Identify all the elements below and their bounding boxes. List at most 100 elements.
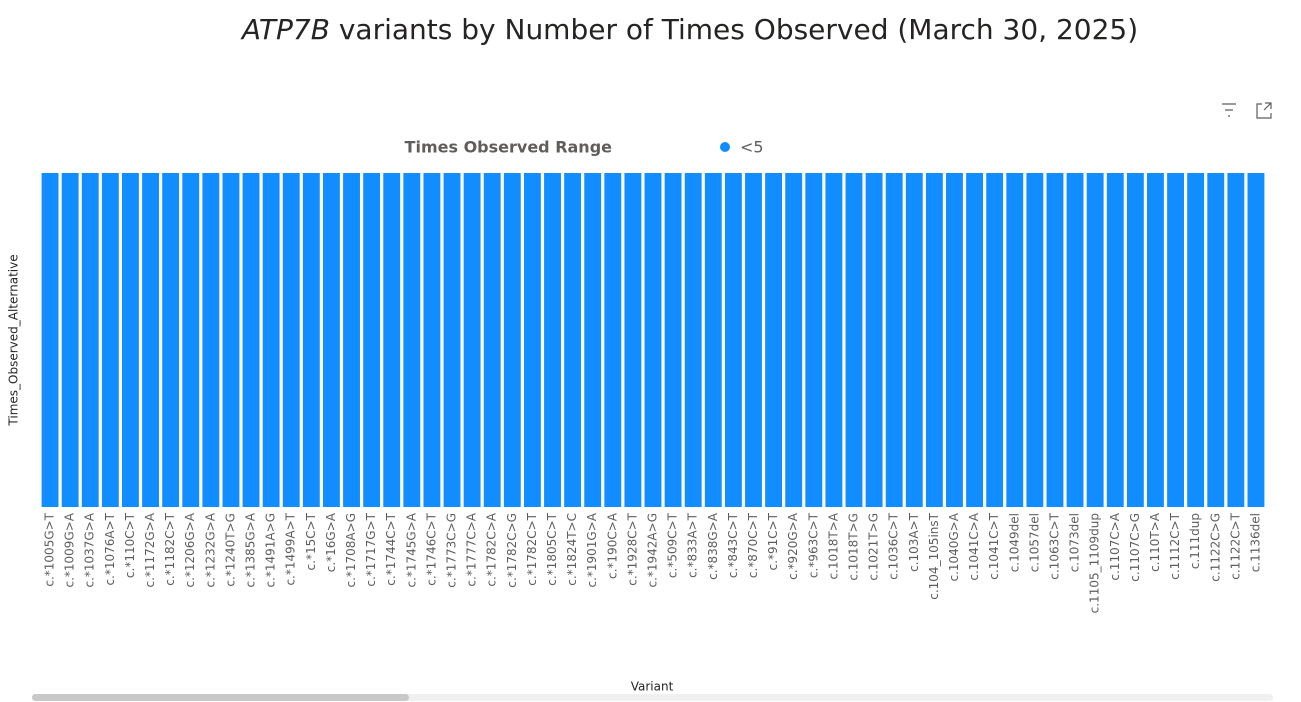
x-tick-label: c.1049del xyxy=(1007,513,1021,572)
x-tick-label: c.*1005G>T xyxy=(43,512,57,586)
bar xyxy=(443,173,461,507)
bar xyxy=(704,173,722,507)
bar xyxy=(81,173,99,507)
bar xyxy=(302,173,320,507)
x-tick-label: c.1018T>A xyxy=(826,512,840,579)
bar xyxy=(383,173,401,507)
x-tick-label: c.*1385G>A xyxy=(244,512,258,587)
x-tick-label: c.1018T>G xyxy=(846,513,860,581)
filter-icon[interactable] xyxy=(1222,103,1236,117)
bar xyxy=(162,173,180,507)
focus-icon[interactable] xyxy=(1256,102,1272,119)
bar xyxy=(946,173,963,507)
bar xyxy=(966,173,984,507)
x-tick-label: c.*1901G>A xyxy=(585,512,599,587)
bar xyxy=(905,173,923,507)
x-tick-label: c.*1708A>G xyxy=(344,513,358,588)
x-tick-label: c.*843C>T xyxy=(726,512,740,578)
x-tick-label: c.*509C>T xyxy=(666,512,680,578)
x-tick-label: c.1112C>T xyxy=(1168,512,1182,579)
x-tick-label: c.1041C>A xyxy=(967,512,981,580)
legend-title: Times Observed Range xyxy=(405,138,613,157)
x-tick-label: c.1040G>A xyxy=(947,512,961,581)
x-tick-label: c.*1782C>A xyxy=(485,512,499,586)
x-tick-label: c.*1182C>T xyxy=(163,512,177,585)
bar xyxy=(765,173,783,507)
x-tick-label: c.1063C>T xyxy=(1047,512,1061,579)
x-tick-label: c.1122C>T xyxy=(1228,512,1242,579)
bar xyxy=(363,173,381,507)
bar xyxy=(61,173,79,507)
bar xyxy=(624,173,642,507)
x-tick-label: c.1107C>G xyxy=(1128,513,1142,582)
x-tick-label: c.104_105insT xyxy=(927,512,941,599)
bar xyxy=(1147,173,1164,507)
bar xyxy=(101,173,119,507)
x-tick-label: c.*838G>A xyxy=(706,512,720,580)
x-tick-label: c.1041C>T xyxy=(987,512,1001,579)
x-tick-label: c.*1942A>G xyxy=(646,513,660,588)
title-gene: ATP7B xyxy=(240,13,330,46)
x-tick-label: c.*963C>T xyxy=(806,512,820,578)
bar xyxy=(1187,173,1205,507)
x-tick-label: c.*1172G>A xyxy=(143,512,157,587)
scrollbar-thumb[interactable] xyxy=(32,694,409,701)
bar xyxy=(1247,173,1265,507)
x-tick-label: c.*16G>A xyxy=(324,512,338,572)
legend-label: <5 xyxy=(740,138,764,157)
bar xyxy=(222,173,240,507)
x-tick-label: c.1073del xyxy=(1068,513,1082,572)
bar xyxy=(202,173,220,507)
x-tick-label: c.*1076A>T xyxy=(103,512,117,585)
bar xyxy=(523,173,541,507)
x-tick-label: c.*91C>T xyxy=(766,512,780,570)
x-tick-label: c.*1232G>A xyxy=(203,512,217,587)
bar xyxy=(1227,173,1245,507)
bar xyxy=(1126,173,1144,507)
bar xyxy=(584,173,602,507)
x-tick-label: c.*15C>T xyxy=(304,512,318,570)
bar xyxy=(483,173,501,507)
x-tick-label: c.*833A>T xyxy=(686,512,700,578)
x-tick-label: c.*1782C>G xyxy=(505,513,519,588)
x-tick-label: c.*1824T>C xyxy=(565,513,579,586)
x-tick-label: c.*1745G>A xyxy=(404,512,418,587)
bar xyxy=(805,173,823,507)
x-tick-label: c.*1206G>A xyxy=(183,512,197,587)
bar xyxy=(925,173,943,507)
bar xyxy=(463,173,481,507)
x-tick-label: c.1105_1109dup xyxy=(1088,513,1102,613)
bar xyxy=(41,173,59,507)
bar xyxy=(986,173,1004,507)
x-tick-label: c.*1037G>A xyxy=(83,512,97,587)
x-tick-label: c.1057del xyxy=(1027,513,1041,572)
bar xyxy=(1207,173,1225,507)
x-tick-label: c.*1782C>T xyxy=(525,512,539,585)
bar xyxy=(1026,173,1044,507)
x-tick-label: c.*1499A>T xyxy=(284,512,298,585)
x-tick-label: c.*1777C>A xyxy=(465,512,479,586)
bar xyxy=(343,173,360,507)
legend-marker xyxy=(720,142,730,152)
bar xyxy=(1167,173,1184,507)
bar xyxy=(1066,173,1084,507)
x-tick-label: c.1122C>G xyxy=(1208,513,1222,582)
x-tick-label: c.*1773C>G xyxy=(445,513,459,588)
bar xyxy=(684,173,702,507)
x-tick-label: c.1036C>T xyxy=(887,512,901,579)
x-tick-label: c.*920G>A xyxy=(786,512,800,580)
x-tick-label: c.111dup xyxy=(1188,513,1202,569)
chart-title: ATP7B variants by Number of Times Observ… xyxy=(240,13,1138,46)
bar xyxy=(262,173,280,507)
bar xyxy=(745,173,762,507)
x-tick-label: c.*110C>T xyxy=(123,512,137,578)
bar xyxy=(1046,173,1064,507)
x-tick-label: c.*190C>A xyxy=(605,512,619,579)
bar xyxy=(885,173,903,507)
x-tick-label: c.1021T>G xyxy=(867,513,881,581)
visual-header-icons[interactable] xyxy=(1222,102,1272,119)
bar xyxy=(845,173,863,507)
bar xyxy=(664,173,682,507)
